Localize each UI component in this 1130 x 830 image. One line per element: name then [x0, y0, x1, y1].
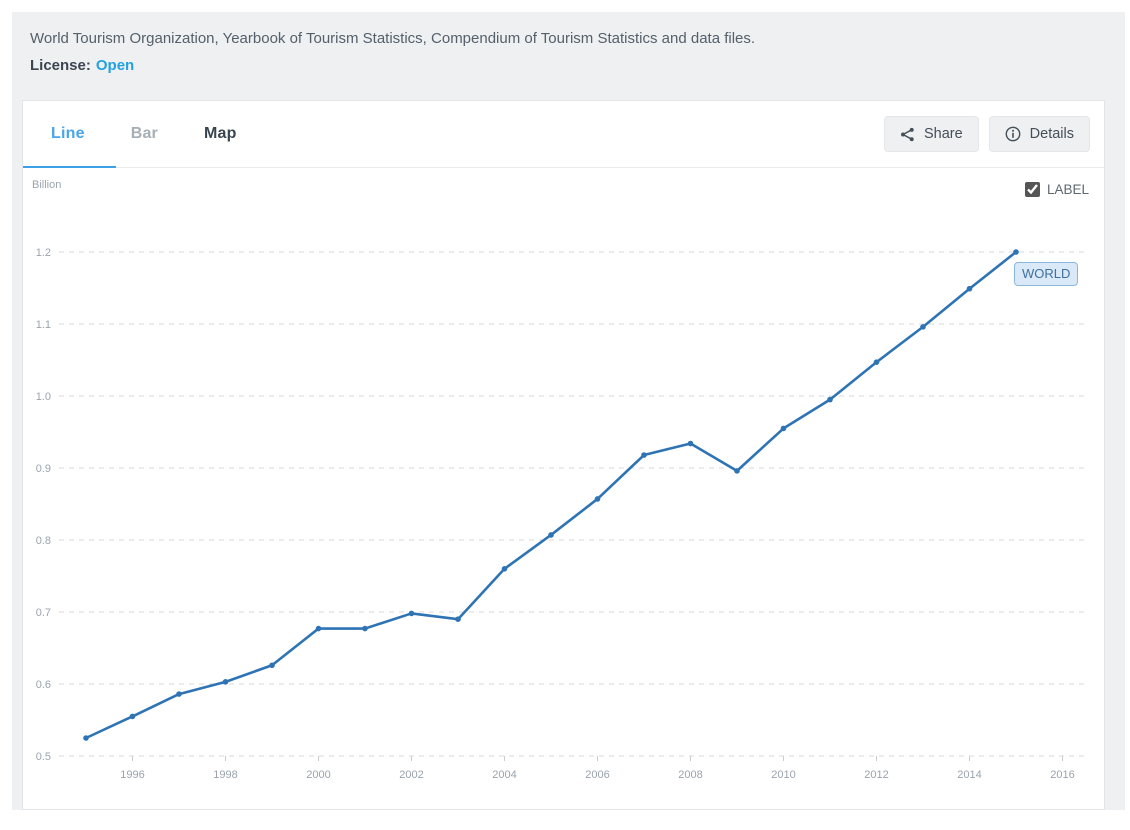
line-chart-plot[interactable]: 0.5 0.6 0.7 0.8 0.9 1.0 1.1 1.2 1996 1998 2000 2002… — [23, 168, 1104, 809]
data-point-world-2014[interactable] — [966, 285, 973, 292]
x-tick-label-2008: 2008 — [678, 769, 702, 781]
license-row: License: Open — [12, 49, 1125, 74]
x-tick-label-2014: 2014 — [957, 769, 981, 781]
tab-map[interactable]: Map — [203, 125, 237, 142]
data-point-world-2010[interactable] — [780, 425, 787, 432]
y-tick-label-0.8: 0.8 — [36, 535, 51, 547]
data-point-world-1999[interactable] — [269, 662, 275, 669]
label-checkbox[interactable] — [1024, 182, 1040, 197]
data-point-world-2003[interactable] — [455, 616, 461, 622]
data-point-world-2008[interactable] — [687, 440, 694, 447]
chart-panel: Line Bar Map Share — [22, 100, 1105, 810]
x-tick-label-2010: 2010 — [771, 769, 795, 781]
data-point-world-2002[interactable] — [408, 610, 415, 617]
tab-bar[interactable]: Bar — [130, 125, 158, 142]
data-section: World Tourism Organization, Yearbook of … — [12, 12, 1125, 810]
x-tick-label-2006: 2006 — [585, 769, 609, 781]
x-tick-label-2002: 2002 — [399, 769, 423, 781]
data-point-world-2006[interactable] — [594, 496, 601, 502]
y-tick-label-1.2: 1.2 — [36, 247, 51, 259]
chart-toolbar: Line Bar Map Share — [23, 101, 1104, 169]
data-point-world-2000[interactable] — [315, 625, 322, 632]
y-tick-label-0.6: 0.6 — [36, 679, 51, 691]
data-point-world-2012[interactable] — [873, 359, 880, 365]
x-tick-label-2004: 2004 — [492, 769, 516, 781]
label-toggle-control[interactable]: LABEL — [1024, 182, 1089, 197]
details-button-label: Details — [1029, 126, 1074, 142]
data-point-world-2013[interactable] — [920, 324, 926, 330]
x-tick-label-2000: 2000 — [306, 769, 330, 781]
series-label-world[interactable]: WORLD — [1014, 262, 1079, 286]
y-tick-label-0.9: 0.9 — [36, 463, 51, 475]
y-tick-label-1.1: 1.1 — [36, 319, 51, 331]
share-button[interactable]: Share — [883, 116, 979, 152]
share-icon — [900, 127, 915, 142]
label-checkbox-text: LABEL — [1046, 182, 1089, 197]
chart-type-tabs: Line Bar Map — [51, 101, 237, 167]
data-point-world-2004[interactable] — [501, 566, 508, 572]
x-tick-label-2016: 2016 — [1050, 769, 1074, 781]
y-tick-label-0.7: 0.7 — [36, 607, 51, 619]
x-tick-label-2012: 2012 — [864, 769, 888, 781]
series-line-world — [85, 250, 1017, 740]
y-tick-label-1: 1.0 — [36, 391, 51, 403]
data-point-world-2011[interactable] — [827, 396, 833, 403]
toolbar-buttons: Share Details — [883, 116, 1090, 152]
active-tab-underline — [23, 166, 116, 169]
license-label: License: — [30, 57, 91, 74]
x-tick-label-1998: 1998 — [213, 769, 237, 781]
data-point-world-2001[interactable] — [362, 625, 368, 632]
data-point-world-1997[interactable] — [176, 691, 182, 697]
source-attribution: World Tourism Organization, Yearbook of … — [30, 30, 756, 47]
data-point-world-2007[interactable] — [641, 452, 647, 458]
data-point-world-2005[interactable] — [548, 532, 554, 538]
x-tick-label-1996: 1996 — [120, 769, 144, 781]
y-axis-unit-label: Billion — [32, 179, 62, 191]
data-point-world-2009[interactable] — [734, 468, 740, 474]
chart-area: Billion LABEL 0.5 0.6 0.7 0.8 0.9 1.0 1.1 1.2 19… — [23, 168, 1104, 809]
data-point-world-2015[interactable] — [1013, 249, 1019, 255]
y-tick-label-0.5: 0.5 — [36, 751, 51, 763]
data-point-world-1998[interactable] — [222, 679, 229, 685]
tab-line[interactable]: Line — [51, 125, 85, 142]
share-button-label: Share — [923, 126, 963, 142]
license-open-link[interactable]: Open — [95, 57, 135, 74]
info-icon — [1005, 126, 1021, 142]
data-point-world-1996[interactable] — [129, 713, 136, 720]
data-point-world-1995[interactable] — [83, 735, 89, 741]
details-button[interactable]: Details — [988, 116, 1090, 152]
